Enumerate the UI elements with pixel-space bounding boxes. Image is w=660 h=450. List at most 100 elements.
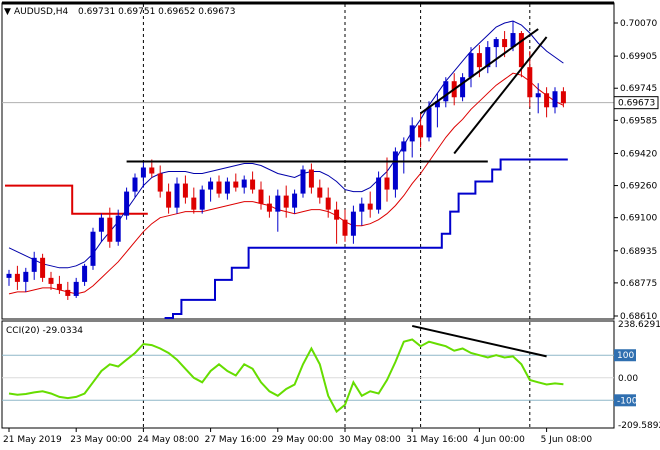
cci-level-box [614, 349, 636, 362]
candle [367, 191, 373, 218]
candle [224, 177, 230, 200]
candle-body [90, 231, 96, 266]
time-axis-label: 24 May 08:00 [137, 435, 199, 445]
candle-body [40, 257, 46, 278]
candle-body [82, 265, 88, 282]
trendline [420, 28, 539, 115]
candle-body [266, 203, 272, 212]
candle [241, 175, 247, 194]
time-axis-label: 4 Jun 00:00 [473, 435, 525, 445]
price-axis-label: 0.70070 [620, 19, 657, 29]
candle [182, 175, 188, 204]
candle [23, 267, 29, 292]
candle-body [418, 125, 424, 138]
candle [216, 175, 222, 198]
candle-body [443, 81, 449, 102]
candle-body [115, 215, 121, 242]
candle [258, 181, 264, 210]
candle [443, 77, 449, 108]
candle [485, 41, 491, 74]
candle [350, 205, 356, 244]
candle-body [275, 195, 281, 212]
candle [359, 197, 365, 226]
candle [434, 93, 440, 128]
candle [317, 179, 323, 204]
candle [107, 207, 113, 248]
price-axis-label: 0.69745 [620, 84, 657, 94]
candle-body [149, 167, 155, 174]
candle-body [48, 277, 54, 284]
candle-body [376, 177, 382, 210]
candle-body [510, 33, 516, 48]
candle [460, 73, 466, 102]
candle [308, 163, 314, 194]
candle-body [124, 191, 130, 216]
price-axis-label: 0.69100 [620, 214, 657, 224]
candle [31, 251, 37, 280]
price-axis-label: 0.69585 [620, 116, 657, 126]
candle [266, 195, 272, 218]
candle [342, 209, 348, 242]
candle-body [132, 177, 138, 192]
candle [334, 201, 340, 244]
candle [493, 37, 499, 68]
candle [325, 187, 331, 218]
candle-body [434, 101, 440, 108]
candle [560, 87, 566, 108]
candle [409, 117, 415, 158]
price-axis-label: 0.68610 [620, 312, 657, 322]
down-arrow-icon[interactable]: ▼ [4, 7, 11, 17]
time-axis-label: 5 Jun 08:00 [541, 435, 593, 445]
candle-body [216, 181, 222, 194]
candle [132, 173, 138, 198]
candle [82, 263, 88, 286]
candle-body [317, 187, 323, 198]
candle [6, 269, 12, 286]
candle-body [485, 47, 491, 68]
cci-axis-label: -100 [617, 396, 638, 406]
candle [98, 213, 104, 242]
cci-axis-label: 0.00 [618, 374, 638, 384]
candle [401, 137, 407, 174]
cci-panel [1, 320, 615, 429]
trendline [453, 36, 548, 155]
candle-body [468, 53, 474, 78]
candle-body [502, 39, 508, 48]
current-price-box [613, 96, 659, 110]
cci-level-box [614, 394, 636, 407]
candle [65, 281, 71, 300]
candle-body [300, 169, 306, 194]
candle-body [191, 197, 197, 210]
candle [149, 159, 155, 178]
candle [300, 165, 306, 198]
time-axis-label: 21 May 2019 [3, 435, 62, 445]
candle-body [73, 281, 79, 296]
time-axis-label: 23 May 00:00 [70, 435, 132, 445]
candle [73, 277, 79, 298]
candle-body [367, 203, 373, 210]
current-price-label: 0.69673 [618, 99, 655, 109]
cci-axis-label: -209.5892 [618, 421, 660, 431]
candle-body [544, 93, 550, 108]
symbol-label: AUDUSD,H4 [14, 7, 69, 17]
price-axis-label: 0.68935 [620, 247, 657, 257]
time-axis-label: 29 May 00:00 [272, 435, 334, 445]
candle-body [518, 33, 524, 68]
candle [157, 165, 163, 198]
candle-body [476, 53, 482, 68]
candle-body [342, 219, 348, 236]
cci-axis-label: 238.6291 [618, 320, 660, 330]
candle [275, 189, 281, 232]
cci-label: CCI(20) -29.0334 [6, 326, 83, 336]
candle [392, 147, 398, 198]
candle [233, 173, 239, 192]
candle [552, 87, 558, 114]
candle-body [23, 271, 29, 282]
candle [199, 185, 205, 214]
candle-body [224, 181, 230, 194]
candle-body [460, 77, 466, 98]
price-axis-label: 0.69420 [620, 149, 657, 159]
candle-body [140, 167, 146, 178]
candle-body [426, 107, 432, 138]
